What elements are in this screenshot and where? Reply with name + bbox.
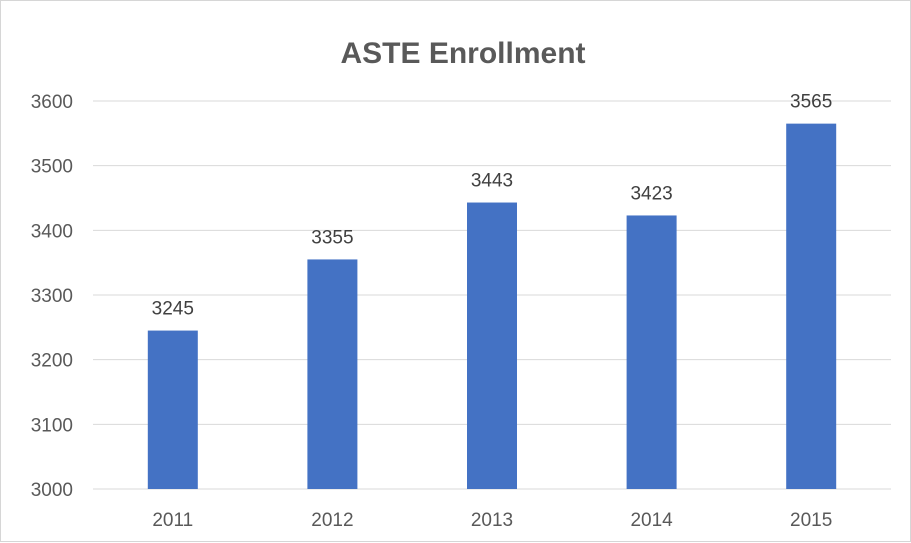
bar-2014: [626, 215, 677, 489]
data-labels: 3245 3355 3443 3423 3565: [152, 92, 833, 320]
bar-2013: [467, 202, 517, 489]
y-tick-label: 3300: [31, 286, 73, 307]
x-tick-label-2014: 2014: [630, 510, 673, 531]
bars: [147, 123, 837, 489]
y-tick-label: 3600: [31, 92, 73, 113]
x-tick-label-2011: 2011: [152, 510, 193, 531]
x-axis: 2011 2012 2013 2014 2015: [152, 510, 832, 531]
data-label-2014: 3423: [630, 183, 672, 204]
bar-2011: [147, 330, 198, 489]
y-tick-label: 3400: [31, 221, 73, 242]
data-label-2013: 3443: [471, 171, 513, 192]
bar-2015: [786, 123, 837, 489]
x-tick-label-2015: 2015: [790, 510, 832, 531]
y-tick-label: 3000: [31, 480, 73, 501]
data-label-2015: 3565: [790, 92, 832, 113]
y-axis: 3000 3100 3200 3300 3400 3500 3600: [31, 92, 73, 501]
data-label-2012: 3355: [311, 227, 353, 248]
y-tick-label: 3100: [31, 415, 73, 436]
y-tick-label: 3500: [31, 157, 73, 178]
x-tick-label-2013: 2013: [471, 510, 513, 531]
data-label-2011: 3245: [152, 299, 194, 320]
bar-2012: [307, 259, 358, 489]
x-tick-label-2012: 2012: [311, 510, 353, 531]
y-tick-label: 3200: [31, 351, 73, 372]
chart-title: ASTE Enrollment: [340, 37, 585, 70]
